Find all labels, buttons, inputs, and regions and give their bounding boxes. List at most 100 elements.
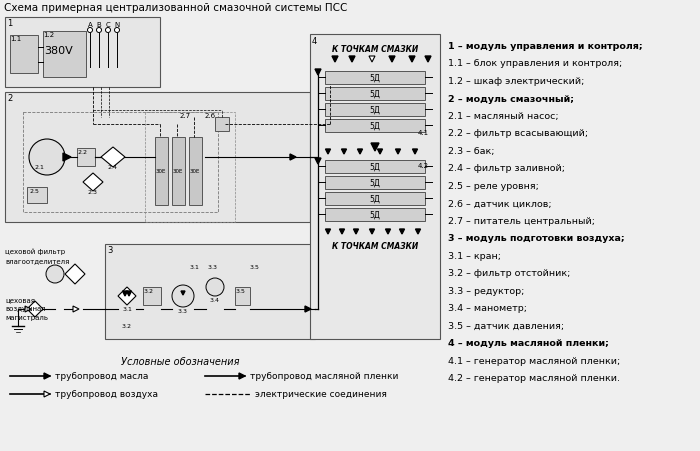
Bar: [155, 138, 168, 206]
Polygon shape: [44, 373, 50, 379]
Text: 1.2: 1.2: [43, 32, 54, 38]
Text: 2.1: 2.1: [34, 165, 44, 170]
Polygon shape: [409, 57, 415, 63]
Polygon shape: [315, 70, 321, 76]
Polygon shape: [425, 57, 431, 63]
Text: 5Д: 5Д: [370, 121, 380, 130]
Text: 1.1: 1.1: [10, 36, 21, 42]
Bar: [143, 287, 161, 305]
Bar: [10, 36, 38, 74]
Polygon shape: [127, 291, 132, 296]
Text: 5Д: 5Д: [370, 74, 380, 83]
Text: трубопровод масла: трубопровод масла: [55, 372, 148, 381]
Text: влагоотделителя: влагоотделителя: [5, 258, 69, 263]
Text: C: C: [106, 22, 111, 28]
Polygon shape: [326, 230, 330, 235]
Polygon shape: [63, 154, 71, 161]
Polygon shape: [395, 150, 400, 155]
Bar: [325, 193, 425, 206]
Bar: [325, 177, 425, 189]
Polygon shape: [416, 230, 421, 235]
Text: 3.3: 3.3: [208, 264, 218, 269]
Bar: [310, 35, 440, 339]
Text: Условные обозначения: Условные обозначения: [120, 356, 239, 366]
Text: К ТОЧКАМ СМАЗКИ: К ТОЧКАМ СМАЗКИ: [332, 45, 418, 54]
Bar: [5, 18, 160, 88]
Polygon shape: [27, 301, 43, 318]
Bar: [77, 149, 95, 166]
Polygon shape: [370, 230, 374, 235]
Text: A: A: [88, 22, 92, 28]
Text: электрические соединения: электрические соединения: [255, 390, 387, 399]
Text: 5Д: 5Д: [370, 178, 380, 187]
Text: 3.5 – датчик давления;: 3.5 – датчик давления;: [448, 321, 564, 330]
Polygon shape: [239, 373, 245, 379]
Bar: [43, 32, 86, 78]
Text: 3.5: 3.5: [250, 264, 260, 269]
Polygon shape: [44, 391, 50, 397]
Bar: [325, 161, 425, 174]
Polygon shape: [342, 150, 346, 155]
Text: 1: 1: [7, 19, 13, 28]
Text: 2 – модуль смазочный;: 2 – модуль смазочный;: [448, 94, 574, 103]
Circle shape: [88, 28, 92, 33]
Polygon shape: [386, 230, 391, 235]
Text: 5Д: 5Д: [370, 194, 380, 203]
Text: 2.7 – питатель центральный;: 2.7 – питатель центральный;: [448, 216, 595, 226]
Text: 2: 2: [7, 94, 13, 103]
Text: 2.3 – бак;: 2.3 – бак;: [448, 147, 494, 156]
Text: 3.3 – редуктор;: 3.3 – редуктор;: [448, 286, 524, 295]
Text: 2.2 – фильтр всасывающий;: 2.2 – фильтр всасывающий;: [448, 129, 588, 138]
Polygon shape: [332, 57, 338, 63]
Bar: [325, 88, 425, 101]
Circle shape: [172, 285, 194, 307]
Text: 3.1 – кран;: 3.1 – кран;: [448, 252, 501, 260]
Text: 1.2 – шкаф электрический;: 1.2 – шкаф электрический;: [448, 77, 584, 86]
Text: 3.4 – манометр;: 3.4 – манометр;: [448, 304, 527, 313]
Circle shape: [29, 140, 65, 175]
Circle shape: [46, 265, 64, 283]
Polygon shape: [65, 264, 85, 285]
Polygon shape: [389, 57, 395, 63]
Text: 2.6 – датчик циклов;: 2.6 – датчик циклов;: [448, 199, 552, 208]
Polygon shape: [354, 230, 358, 235]
Text: 2.1 – масляный насос;: 2.1 – масляный насос;: [448, 112, 559, 121]
Text: 3.2 – фильтр отстойник;: 3.2 – фильтр отстойник;: [448, 269, 570, 278]
Text: цеховой фильтр: цеховой фильтр: [5, 249, 65, 255]
Polygon shape: [326, 150, 330, 155]
Text: 2.4 – фильтр заливной;: 2.4 – фильтр заливной;: [448, 164, 565, 173]
Text: 3 – модуль подготовки воздуха;: 3 – модуль подготовки воздуха;: [448, 234, 624, 243]
Text: 3.4: 3.4: [210, 297, 220, 302]
Bar: [172, 138, 185, 206]
Polygon shape: [369, 57, 375, 63]
Polygon shape: [358, 150, 363, 155]
Bar: [325, 208, 425, 221]
Bar: [145, 113, 235, 222]
Polygon shape: [315, 159, 321, 165]
Text: 3.1: 3.1: [190, 264, 200, 269]
Text: 5Д: 5Д: [370, 89, 380, 98]
Text: воздушная: воздушная: [5, 305, 46, 311]
Text: 30Е: 30Е: [173, 169, 183, 174]
Text: 2.5: 2.5: [29, 189, 39, 193]
Bar: [215, 118, 229, 132]
Text: 2.2: 2.2: [78, 150, 88, 155]
Text: 4.2 – генератор масляной пленки.: 4.2 – генератор масляной пленки.: [448, 374, 620, 382]
Text: 3: 3: [107, 245, 113, 254]
Text: 3.5: 3.5: [236, 288, 246, 293]
Text: 5Д: 5Д: [370, 105, 380, 114]
Text: цеховая: цеховая: [5, 296, 35, 302]
Bar: [105, 244, 315, 339]
Text: 30Е: 30Е: [190, 169, 200, 174]
Text: 4.2: 4.2: [418, 163, 429, 169]
Text: 3.3: 3.3: [178, 308, 188, 313]
Text: 30Е: 30Е: [156, 169, 166, 174]
Bar: [23, 113, 218, 212]
Text: трубопровод масляной пленки: трубопровод масляной пленки: [250, 372, 398, 381]
Polygon shape: [73, 306, 79, 312]
Text: 4.1: 4.1: [418, 130, 429, 136]
Text: 380V: 380V: [44, 46, 73, 56]
Text: 5Д: 5Д: [370, 162, 380, 171]
Polygon shape: [83, 174, 103, 192]
Polygon shape: [371, 144, 379, 152]
